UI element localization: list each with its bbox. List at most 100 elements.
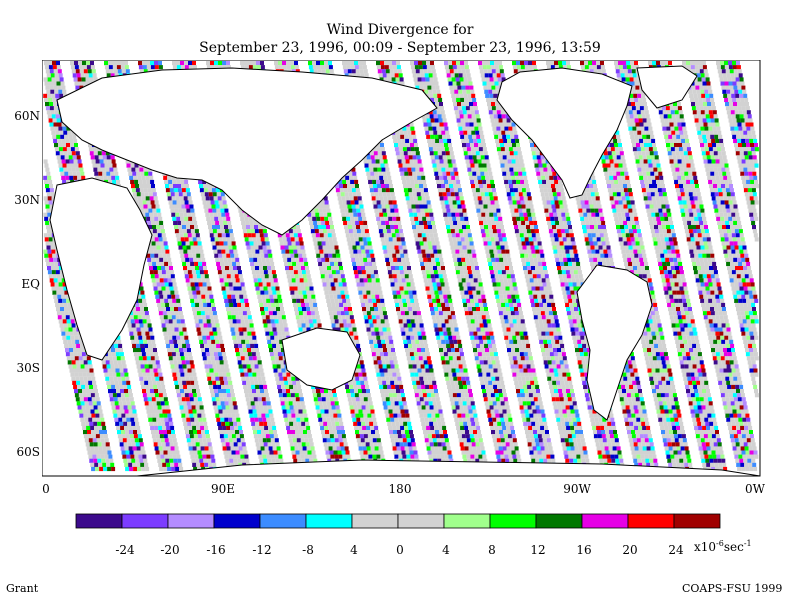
swath-cell bbox=[89, 421, 94, 426]
swath-cell bbox=[183, 368, 188, 373]
swath-cell bbox=[296, 282, 301, 287]
swath-cell bbox=[309, 323, 314, 328]
swath-cell bbox=[281, 315, 286, 320]
swath-cell bbox=[79, 69, 84, 74]
swath-cell bbox=[298, 237, 303, 242]
swath-cell bbox=[284, 261, 289, 267]
swath-cell bbox=[188, 253, 193, 258]
swath-cell bbox=[252, 274, 257, 279]
swath-cell bbox=[193, 466, 198, 472]
swath-cell bbox=[51, 114, 56, 119]
swath-cell bbox=[111, 348, 115, 353]
swath-cell bbox=[286, 372, 291, 377]
swath-cell bbox=[267, 405, 272, 410]
swath-cell bbox=[260, 61, 264, 66]
swath-cell bbox=[241, 220, 246, 226]
swath-cell bbox=[239, 430, 243, 435]
swath-cell bbox=[228, 401, 233, 406]
swath-cell bbox=[148, 343, 153, 349]
swath-cell bbox=[289, 286, 294, 291]
swath-cell bbox=[258, 261, 263, 267]
swath-cell bbox=[295, 315, 300, 320]
swath-cell bbox=[151, 360, 156, 365]
swath-cell bbox=[306, 307, 310, 312]
swath-cell bbox=[168, 356, 173, 361]
swath-cell bbox=[208, 208, 213, 213]
swath-cell bbox=[70, 335, 75, 340]
swath-cell bbox=[248, 237, 253, 242]
swath-cell bbox=[299, 450, 304, 455]
swath-cell bbox=[244, 356, 249, 361]
swath-cell bbox=[336, 311, 341, 316]
swath-cell bbox=[323, 212, 328, 217]
swath-cell bbox=[232, 282, 237, 287]
swath-cell bbox=[243, 348, 247, 353]
swath-cell bbox=[82, 356, 87, 361]
swath-cell bbox=[134, 454, 139, 459]
swath-cell bbox=[213, 315, 218, 320]
swath-cell bbox=[265, 278, 270, 283]
swath-cell bbox=[245, 302, 250, 308]
swath-cell bbox=[280, 307, 284, 312]
swath-cell bbox=[105, 151, 110, 156]
swath-cell bbox=[318, 245, 323, 250]
swath-cell bbox=[122, 454, 127, 459]
swath-cell bbox=[218, 61, 222, 66]
swath-cell bbox=[122, 417, 127, 422]
swath-cell bbox=[151, 413, 156, 418]
swath-cell bbox=[116, 393, 121, 398]
swath-cell bbox=[287, 397, 292, 402]
swath-cell bbox=[208, 192, 213, 197]
swath-cell bbox=[154, 200, 159, 205]
swath-cell bbox=[195, 323, 200, 328]
swath-cell bbox=[176, 454, 181, 459]
swath-cell bbox=[128, 409, 133, 414]
swath-cell bbox=[165, 339, 170, 344]
swath-cell bbox=[332, 237, 337, 242]
swath-cell bbox=[114, 171, 119, 176]
swath-cell bbox=[267, 286, 272, 291]
swath-cell bbox=[138, 200, 143, 205]
swath-cell bbox=[84, 438, 89, 443]
swath-cell bbox=[148, 229, 153, 234]
swath-cell bbox=[338, 417, 343, 422]
swath-cell bbox=[325, 397, 330, 402]
swath-cell bbox=[223, 204, 228, 209]
swath-cell bbox=[227, 278, 232, 283]
swath-cell bbox=[230, 327, 235, 332]
swath-cell bbox=[186, 225, 190, 230]
swath-cell bbox=[278, 356, 283, 361]
swath-cell bbox=[235, 434, 240, 439]
swath-cell bbox=[311, 212, 316, 217]
swath-cell bbox=[333, 450, 338, 455]
swath-cell bbox=[95, 397, 100, 402]
swath-cell bbox=[178, 380, 183, 385]
swath-cell bbox=[145, 466, 150, 472]
swath-cell bbox=[89, 384, 94, 390]
swath-cell bbox=[215, 204, 220, 209]
swath-cell bbox=[322, 401, 327, 406]
swath-cell bbox=[251, 266, 255, 271]
swath-cell bbox=[148, 225, 152, 230]
swath-cell bbox=[338, 261, 343, 267]
swath-cell bbox=[290, 446, 295, 451]
swath-cell bbox=[318, 229, 323, 234]
swath-cell bbox=[202, 298, 207, 303]
swath-cell bbox=[329, 220, 334, 226]
swath-cell bbox=[190, 454, 195, 459]
swath-cell bbox=[148, 171, 153, 176]
swath-cell bbox=[176, 200, 181, 205]
swath-cell bbox=[115, 384, 120, 390]
swath-cell bbox=[127, 421, 132, 426]
swath-cell bbox=[63, 130, 68, 135]
swath-cell bbox=[214, 216, 219, 221]
swath-cell bbox=[328, 237, 333, 242]
swath-cell bbox=[154, 65, 159, 70]
swath-cell bbox=[223, 376, 228, 381]
swath-cell bbox=[246, 343, 251, 349]
swath-cell bbox=[216, 417, 221, 422]
swath-cell bbox=[187, 442, 192, 447]
swath-cell bbox=[303, 430, 307, 435]
swath-cell bbox=[255, 442, 260, 447]
swath-cell bbox=[249, 323, 254, 328]
